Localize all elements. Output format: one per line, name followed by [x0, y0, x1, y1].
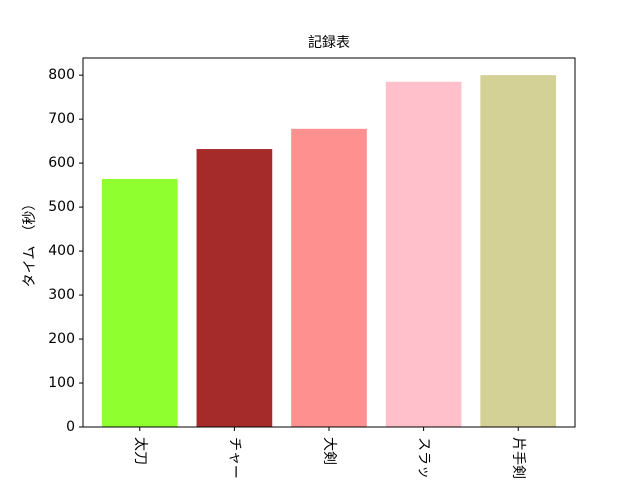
y-tick-label: 700 [48, 111, 75, 127]
y-tick-label: 0 [66, 419, 75, 435]
chart-title: 記録表 [308, 34, 350, 51]
x-tick-label: スラッシ [416, 437, 432, 480]
bar [480, 75, 557, 428]
y-axis-label: タイム （秒） [22, 197, 38, 288]
x-tick-label: 大剣 [321, 437, 337, 465]
x-tick-label: 太刀 [132, 437, 148, 465]
bar [291, 128, 367, 427]
y-tick-label: 200 [48, 331, 75, 347]
y-tick-label: 300 [48, 287, 75, 303]
bar [196, 149, 273, 427]
plot-frame [82, 57, 576, 428]
y-tick-label: 400 [48, 243, 75, 259]
x-tick-label: 片手剣 [510, 437, 526, 479]
x-tick-label: チャージ [226, 437, 242, 480]
y-tick-label: 600 [48, 155, 75, 171]
y-tick-label: 800 [48, 67, 75, 83]
y-tick-label: 500 [48, 199, 75, 215]
bar [385, 81, 462, 428]
y-tick-label: 100 [48, 375, 75, 391]
bar [101, 178, 178, 427]
